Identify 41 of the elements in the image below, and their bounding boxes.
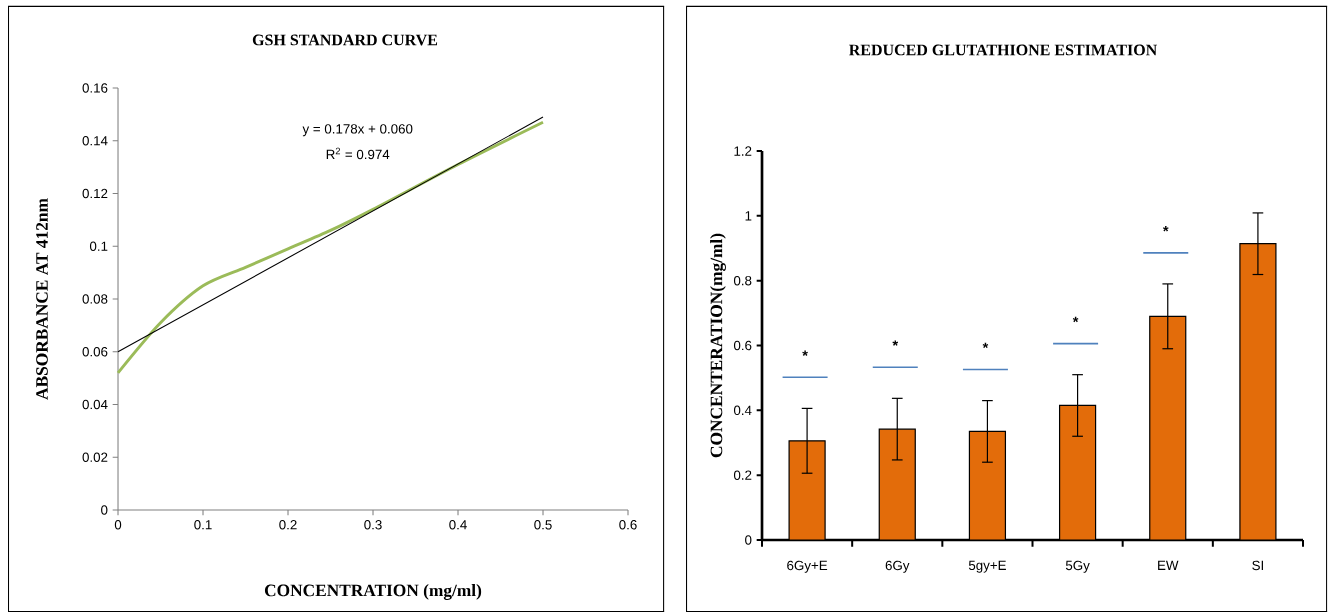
annotation: *: [1162, 225, 1169, 232]
annotation: y = 0.178x + 0.060: [302, 124, 413, 137]
y-tick-label: 1.2: [734, 146, 752, 156]
x-tick-label: 0.1: [194, 520, 212, 530]
y-tick-label: 0.16: [82, 83, 108, 93]
x-tick-label: 0.3: [364, 520, 382, 530]
annotation: *: [1072, 316, 1079, 323]
annotation: *: [892, 340, 899, 346]
y-tick-label: 0.06: [82, 347, 108, 357]
annotation: *: [802, 350, 808, 356]
y-tick-label: 0.2: [733, 470, 752, 480]
chart-title: GSH STANDARD CURVE: [252, 34, 438, 46]
x-tick-label: 0: [114, 520, 122, 530]
y-tick-label: 0.6: [733, 340, 752, 351]
x-tick-label: 0.6: [619, 520, 637, 530]
x-axis-title: CONCENTRATION (mg/ml): [264, 584, 482, 600]
y-tick-label: 0.04: [82, 399, 108, 410]
y-tick-label: 0.14: [82, 136, 108, 146]
x-tick-label: 0.5: [534, 520, 552, 530]
y-tick-label: 0: [101, 505, 108, 515]
y-tick-label: 0.1: [89, 241, 108, 251]
y-tick-label: 0.02: [82, 452, 108, 462]
annotation: R$^{2}$ = 0.974: [326, 147, 390, 160]
annotation: *: [982, 342, 989, 349]
y-axis-title: CONCENTERATION(mg/ml): [710, 233, 726, 458]
x-tick-label: 5Gy: [1065, 560, 1090, 573]
x-tick-label: 5gy+E: [968, 560, 1006, 573]
x-tick-label: 0.2: [279, 520, 297, 530]
y-tick-label: 0.08: [82, 294, 108, 304]
x-tick-label: 6Gy+E: [787, 560, 828, 573]
y-tick-label: 0: [745, 535, 752, 545]
y-axis-title: ABSORBANCE AT 412nm: [36, 198, 48, 400]
chart-title: REDUCED GLUTATHIONE ESTIMATION: [849, 44, 1158, 56]
y-tick-label: 0.4: [733, 405, 752, 416]
y-tick-label: 0.12: [82, 188, 108, 199]
y-tick-label: 0.8: [733, 275, 752, 286]
y-tick-label: 1: [745, 211, 752, 221]
x-tick-label: EW: [1158, 560, 1179, 570]
x-tick-label: 6Gy: [885, 560, 910, 573]
x-tick-label: 0.4: [449, 520, 467, 530]
x-tick-label: SI: [1252, 560, 1263, 571]
